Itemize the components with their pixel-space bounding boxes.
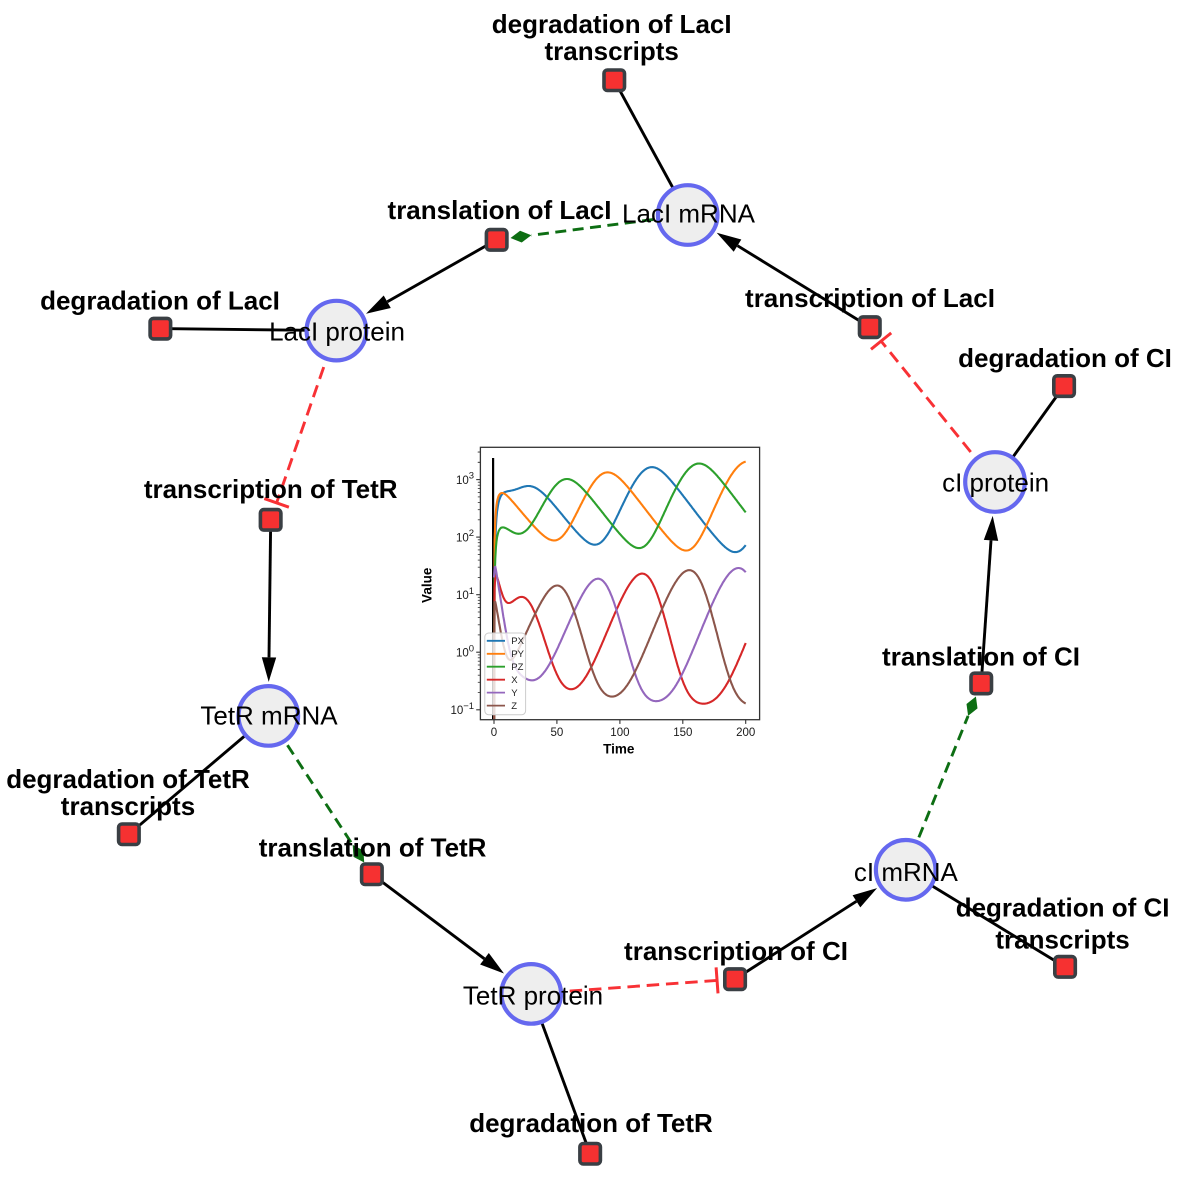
- svg-text:PZ: PZ: [511, 662, 523, 673]
- svg-text:degradation of TetR: degradation of TetR: [6, 764, 250, 794]
- svg-text:Y: Y: [511, 688, 518, 699]
- svg-text:TetR protein: TetR protein: [463, 981, 603, 1011]
- svg-text:transcripts: transcripts: [61, 791, 195, 821]
- svg-text:Time: Time: [603, 742, 635, 757]
- svg-text:50: 50: [551, 727, 564, 739]
- svg-text:degradation of LacI: degradation of LacI: [492, 9, 732, 39]
- svg-text:translation of TetR: translation of TetR: [259, 833, 487, 863]
- svg-text:cI mRNA: cI mRNA: [854, 857, 959, 887]
- svg-text:TetR mRNA: TetR mRNA: [200, 700, 338, 730]
- svg-text:PX: PX: [511, 636, 524, 647]
- svg-text:translation of LacI: translation of LacI: [388, 195, 612, 225]
- svg-text:transcripts: transcripts: [995, 925, 1129, 955]
- svg-text:200: 200: [736, 727, 755, 739]
- svg-text:degradation of CI: degradation of CI: [958, 343, 1172, 373]
- svg-text:Z: Z: [511, 701, 517, 712]
- svg-text:translation of CI: translation of CI: [882, 642, 1080, 672]
- svg-text:transcription of CI: transcription of CI: [624, 936, 848, 966]
- svg-text:PY: PY: [511, 649, 524, 660]
- svg-text:degradation of CI: degradation of CI: [956, 893, 1170, 923]
- svg-text:transcription of LacI: transcription of LacI: [745, 283, 995, 313]
- svg-text:LacI mRNA: LacI mRNA: [622, 198, 756, 228]
- svg-text:150: 150: [673, 727, 692, 739]
- svg-text:degradation of TetR: degradation of TetR: [469, 1108, 713, 1138]
- svg-text:cI protein: cI protein: [942, 468, 1049, 498]
- svg-text:100: 100: [610, 727, 629, 739]
- svg-text:0: 0: [491, 727, 497, 739]
- svg-text:transcription of TetR: transcription of TetR: [144, 474, 398, 504]
- svg-text:degradation of LacI: degradation of LacI: [40, 285, 280, 315]
- svg-text:LacI protein: LacI protein: [269, 316, 405, 346]
- svg-text:X: X: [511, 675, 518, 686]
- svg-text:transcripts: transcripts: [545, 36, 679, 66]
- svg-text:Value: Value: [420, 567, 435, 603]
